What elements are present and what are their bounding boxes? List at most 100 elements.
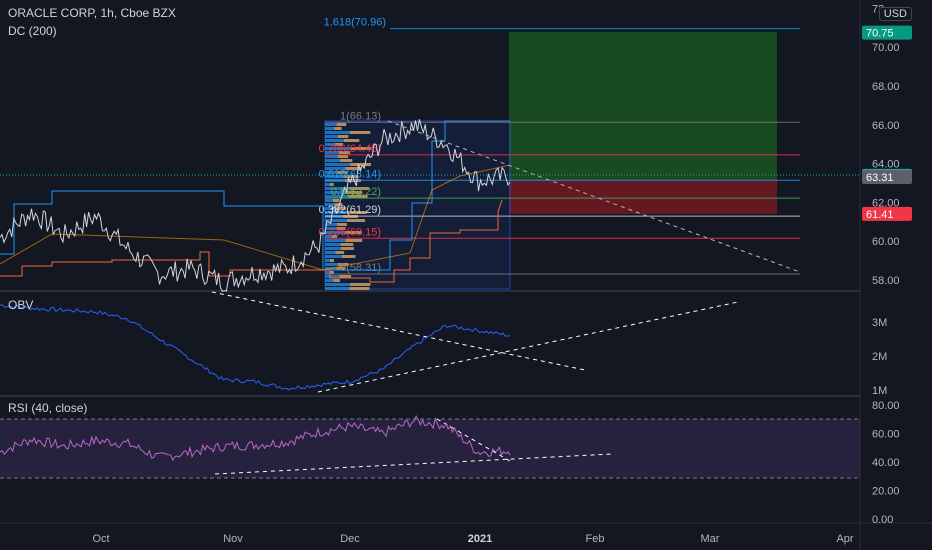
obv-tick: 3M [872,317,887,329]
vp-bar-down [333,279,340,282]
obv-label[interactable]: OBV [8,298,34,312]
indicator-label[interactable]: DC (200) [8,24,57,38]
vp-bar-up [325,163,351,166]
vp-bar-up [325,135,338,138]
vp-bar-up [325,283,351,286]
vp-bar-down [350,283,371,286]
vp-bar-down [334,143,344,146]
rsi-trendline-down[interactable] [436,418,511,462]
vp-bar-down [337,155,349,158]
loss-zone[interactable] [509,180,777,214]
volume-profile-bars [325,123,372,290]
vp-bar-down [339,275,352,278]
vp-bar-down [350,147,372,150]
vp-bar-up [325,167,346,170]
vp-bar-up [325,263,338,266]
profit-zone[interactable] [509,32,777,180]
rsi-label[interactable]: RSI (40, close) [8,401,88,415]
vp-bar-down [329,271,334,274]
vp-bar-down [340,247,354,250]
price-series[interactable] [0,119,511,293]
price-tick: 60.00 [872,236,900,248]
vp-bar-down [335,251,345,254]
rsi-band [0,419,860,478]
vp-bar-up [325,187,350,190]
vp-bar-down [350,163,372,166]
rsi-tick: 60.00 [872,429,900,441]
obv-tick: 1M [872,385,887,397]
vp-bar-down [343,175,359,178]
price-label-text: 61.41 [866,209,894,221]
vp-bar-up [325,243,341,246]
vp-bar-down [343,139,360,142]
vp-bar-up [325,191,346,194]
rsi-tick: 40.00 [872,457,900,469]
rsi-series[interactable] [0,414,511,462]
currency-badge[interactable]: USD [878,7,912,21]
vp-bar-down [340,243,354,246]
vp-bar-up [325,231,346,234]
vp-bar-up [325,171,338,174]
vp-bar-down [345,167,362,170]
fib-level-label: 0.786(64.45) [319,143,381,155]
price-label-text: 70.75 [866,28,894,40]
time-axis[interactable]: Oct Nov Dec 2021 Feb Mar Apr [92,533,853,545]
vp-bar-up [325,139,344,142]
vp-bar-down [348,195,368,198]
vp-bar-down [337,171,348,174]
vp-bar-up [325,155,338,158]
vp-bar-down [349,187,369,190]
vp-bar-up [325,251,336,254]
vp-bar-down [349,131,371,134]
fib-level-label: 0.5(62.22) [331,186,381,198]
vp-bar-down [332,199,340,202]
fib-level-label: 0(58.31) [340,262,381,274]
time-tick: Dec [340,533,360,545]
obv-axis[interactable]: 3M 2M 1M [872,317,887,397]
vp-bar-down [349,287,370,290]
time-tick: Feb [586,533,605,545]
price-tick: 66.00 [872,120,900,132]
vp-bar-down [337,223,347,226]
rsi-trendline-up[interactable] [214,453,613,475]
vp-bar-up [325,259,330,262]
vp-bar-up [325,219,348,222]
fib-level-label: 1(66.13) [340,110,381,122]
vp-bar-up [325,275,340,278]
vp-bar-down [338,151,351,154]
vp-bar-down [345,239,363,242]
vp-bar-down [347,211,367,214]
fib-level-label: 0.618(63.14) [319,168,381,180]
vp-bar-up [325,199,333,202]
donchian-lower[interactable] [0,199,503,283]
symbol-title[interactable]: ORACLE CORP, 1h, Cboe BZX [8,6,176,20]
vp-bar-up [325,235,332,238]
vp-bar-down [336,207,346,210]
vp-bar-up [325,271,330,274]
price-tick: 62.00 [872,197,900,209]
vp-bar-up [325,147,351,150]
vp-bar-up [325,255,342,258]
vp-bar-up [325,183,330,186]
obv-series[interactable] [0,304,510,391]
vp-bar-up [325,239,346,242]
time-tick: Nov [223,533,243,545]
vp-bar-down [329,183,334,186]
vp-bar-up [325,203,335,206]
fib-level-label: 0.236(60.15) [319,226,381,238]
price-tick: 70.00 [872,42,900,54]
vp-bar-down [345,231,362,234]
vp-bar-up [325,123,337,126]
donchian-middle [0,164,511,271]
trendline-resistance[interactable] [387,120,801,273]
price-tick: 68.00 [872,81,900,93]
fib-retracement[interactable]: 1.618(70.96) 1(66.13) 0.786(64.45) 0.618(63… [319,17,800,275]
time-tick: Mar [701,533,720,545]
obv-trendline-up[interactable] [317,301,739,393]
time-tick: Apr [836,533,853,545]
donchian-upper[interactable] [0,120,510,271]
time-tick: 2021 [468,533,492,545]
rsi-axis[interactable]: 0.00 20.00 40.00 60.00 80.00 [872,400,900,526]
